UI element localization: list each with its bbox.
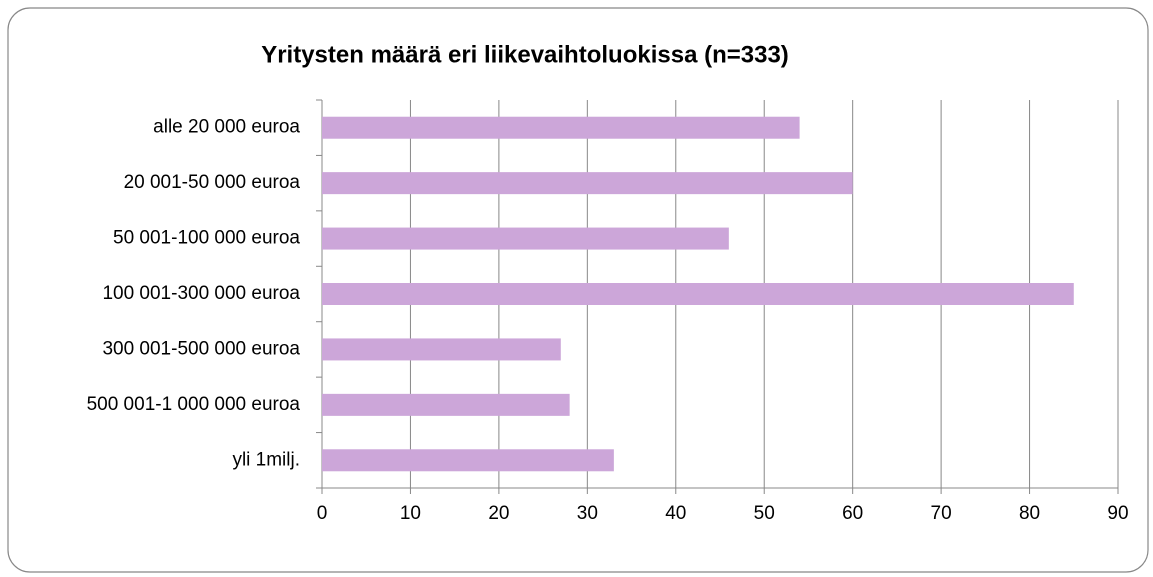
x-tick-label: 90	[1107, 503, 1128, 524]
bar	[322, 227, 729, 250]
x-tick-label: 30	[577, 503, 598, 524]
y-tick-label: yli 1milj.	[232, 449, 300, 470]
bar	[322, 449, 614, 472]
x-tick-label: 10	[400, 503, 421, 524]
bar	[322, 283, 1074, 305]
x-tick-label: 80	[1019, 503, 1040, 524]
chart-title: Yritysten määrä eri liikevaihtoluokissa …	[261, 41, 789, 68]
y-tick-label: 20 001-50 000 euroa	[124, 172, 301, 193]
x-tick-label: 50	[754, 503, 775, 524]
y-tick-label: 50 001-100 000 euroa	[113, 228, 300, 249]
bar	[322, 116, 800, 139]
bar	[322, 172, 853, 195]
x-tick-label: 60	[842, 503, 863, 524]
y-tick-label: 300 001-500 000 euroa	[102, 338, 300, 359]
y-tick-label: 100 001-300 000 euroa	[102, 283, 300, 304]
bar	[322, 338, 561, 361]
y-tick-label: 500 001-1 000 000 euroa	[87, 394, 301, 415]
x-tick-label: 20	[488, 503, 509, 524]
x-tick-label: 70	[931, 503, 952, 524]
x-tick-label: 0	[317, 503, 328, 524]
x-tick-label: 40	[665, 503, 686, 524]
y-tick-label: alle 20 000 euroa	[153, 117, 300, 138]
bar	[322, 393, 570, 416]
